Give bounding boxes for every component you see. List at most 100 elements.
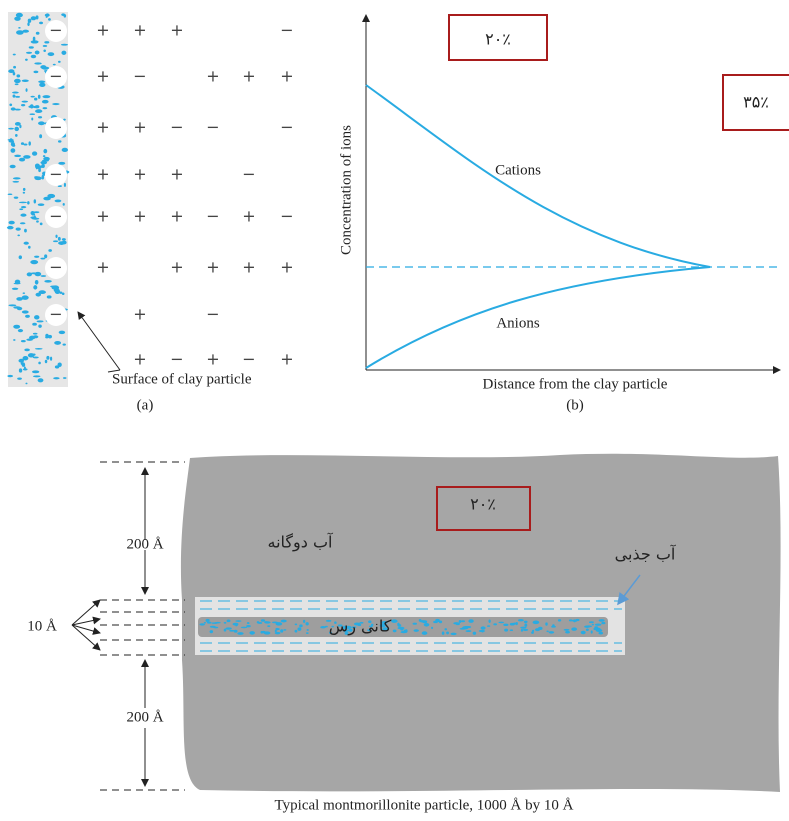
speck	[31, 211, 35, 215]
speck	[33, 354, 36, 356]
speck	[581, 631, 586, 634]
charge-sign: +	[133, 165, 146, 184]
speck	[504, 629, 508, 632]
speck	[35, 163, 40, 167]
speck	[498, 622, 504, 624]
speck	[38, 362, 41, 365]
speck	[13, 181, 20, 183]
speck	[224, 622, 227, 624]
speck	[592, 624, 594, 626]
speck	[61, 51, 66, 55]
speck	[55, 199, 62, 202]
speck	[206, 619, 210, 622]
speck	[215, 622, 221, 624]
dim-arrow	[72, 600, 100, 625]
speck	[264, 621, 270, 623]
charge-sign: +	[280, 350, 293, 369]
speck	[55, 235, 57, 238]
speck	[55, 365, 59, 368]
speck	[233, 623, 239, 626]
speck	[52, 285, 60, 289]
speck	[64, 14, 67, 18]
speck	[479, 630, 485, 632]
speck	[33, 71, 38, 74]
speck	[18, 329, 23, 332]
speck	[30, 260, 38, 264]
speck	[42, 95, 50, 98]
charge-sign: +	[170, 165, 183, 184]
speck	[14, 155, 21, 157]
speck	[207, 622, 211, 624]
speck	[306, 622, 309, 625]
speck	[453, 622, 459, 624]
speck	[53, 64, 56, 66]
speck	[53, 377, 60, 379]
charge-sign: +	[96, 258, 109, 277]
speck	[62, 241, 67, 245]
speck	[258, 622, 262, 624]
speck	[38, 121, 45, 125]
speck	[35, 15, 38, 19]
speck	[21, 142, 24, 145]
speck	[444, 628, 447, 630]
speck	[584, 626, 590, 628]
speck	[17, 234, 20, 236]
speck	[23, 155, 30, 159]
speck	[22, 101, 28, 103]
speck	[15, 122, 21, 126]
charge-sign: −	[170, 118, 183, 137]
x-label: Distance from the clay particle	[483, 376, 668, 392]
speck	[283, 629, 286, 631]
speck	[204, 622, 206, 624]
speck	[33, 285, 37, 289]
speck	[58, 61, 61, 63]
speck	[26, 88, 28, 92]
charge-sign: +	[206, 350, 219, 369]
speck	[39, 134, 42, 138]
speck	[246, 625, 251, 627]
speck	[10, 148, 15, 153]
surface-sign: −	[49, 67, 62, 86]
speck	[295, 630, 298, 633]
speck	[14, 127, 19, 131]
speck	[551, 626, 556, 628]
speck	[38, 81, 45, 83]
charge-sign: +	[96, 67, 109, 86]
cations-label: Cations	[495, 162, 541, 178]
speck	[23, 192, 25, 194]
speck	[25, 59, 28, 61]
speck	[299, 624, 302, 627]
speck	[213, 627, 218, 629]
speck	[36, 220, 39, 222]
speck	[261, 619, 265, 622]
speck	[473, 632, 477, 635]
speck	[13, 54, 16, 56]
charge-sign: +	[170, 207, 183, 226]
speck	[589, 621, 594, 623]
speck	[422, 631, 428, 635]
surface-sign: −	[49, 207, 62, 226]
speck	[493, 623, 497, 625]
water-label: آب جذبی	[615, 545, 677, 564]
speck	[64, 183, 66, 187]
speck	[28, 106, 31, 108]
charge-sign: −	[133, 67, 146, 86]
speck	[264, 631, 271, 634]
speck	[13, 325, 20, 329]
speck	[45, 14, 50, 17]
speck	[38, 116, 42, 118]
speck	[34, 176, 38, 178]
speck	[62, 238, 66, 241]
charge-sign: +	[133, 118, 146, 137]
speck	[442, 632, 445, 635]
speck	[7, 375, 13, 377]
speck	[52, 103, 60, 105]
clay-label: کانی رس	[329, 617, 392, 637]
charge-sign: −	[206, 305, 219, 324]
speck	[41, 275, 47, 277]
speck	[33, 375, 40, 377]
speck	[16, 297, 23, 301]
charge-sign: +	[170, 258, 183, 277]
speck	[50, 357, 52, 361]
speck	[297, 627, 301, 630]
